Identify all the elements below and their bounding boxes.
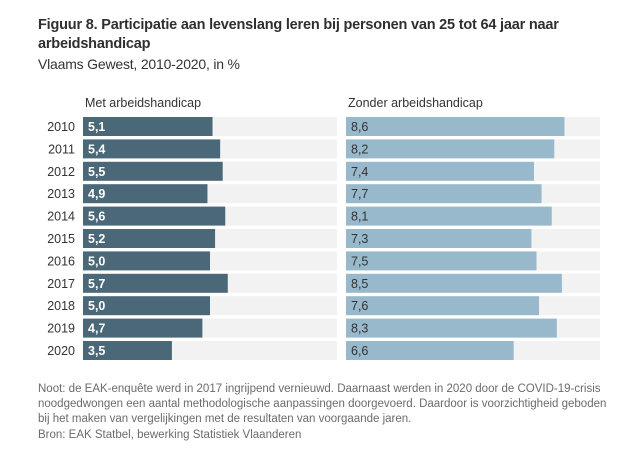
value-label-zonder: 8,1 bbox=[351, 210, 368, 224]
value-label-zonder: 7,6 bbox=[351, 299, 368, 313]
year-label: 2019 bbox=[47, 322, 75, 336]
year-label: 2014 bbox=[47, 210, 75, 224]
value-label-zonder: 7,5 bbox=[351, 254, 368, 268]
value-label-zonder: 8,2 bbox=[351, 142, 368, 156]
value-label-met: 5,6 bbox=[88, 210, 105, 224]
value-label-zonder: 8,6 bbox=[351, 120, 368, 134]
bar-zonder-2010 bbox=[346, 117, 565, 136]
bar-met-2020 bbox=[83, 341, 172, 360]
value-label-met: 5,4 bbox=[88, 142, 105, 156]
value-label-met: 5,1 bbox=[88, 120, 105, 134]
panel-title-met: Met arbeidshandicap bbox=[85, 96, 202, 110]
year-label: 2013 bbox=[47, 187, 75, 201]
bar-zonder-2020 bbox=[346, 341, 514, 360]
bar-met-2016 bbox=[83, 251, 210, 271]
bar-zonder-2014 bbox=[346, 206, 552, 226]
bar-zonder-2013 bbox=[346, 184, 542, 204]
bar-met-2014 bbox=[83, 206, 226, 226]
chart-source: Bron: EAK Statbel, bewerking Statistiek … bbox=[38, 429, 302, 441]
chart-note: Noot: de EAK-enquête werd in 2017 ingrij… bbox=[38, 383, 607, 425]
value-label-met: 4,7 bbox=[88, 322, 105, 336]
value-label-met: 5,2 bbox=[88, 232, 105, 246]
year-label: 2011 bbox=[48, 142, 75, 156]
bar-met-2019 bbox=[83, 318, 203, 338]
bar-met-2011 bbox=[83, 139, 221, 159]
value-label-zonder: 7,4 bbox=[351, 165, 368, 179]
bar-met-2018 bbox=[83, 296, 210, 316]
bar-zonder-2015 bbox=[346, 229, 532, 248]
bar-zonder-2017 bbox=[346, 273, 562, 293]
bar-met-2012 bbox=[83, 161, 223, 181]
year-label: 2010 bbox=[47, 120, 75, 134]
value-label-met: 3,5 bbox=[88, 344, 105, 358]
year-label: 2020 bbox=[47, 344, 75, 358]
bar-met-2010 bbox=[83, 117, 213, 136]
year-label: 2016 bbox=[47, 254, 75, 268]
value-label-zonder: 8,5 bbox=[351, 277, 368, 291]
value-label-zonder: 6,6 bbox=[351, 344, 368, 358]
value-label-met: 5,0 bbox=[88, 254, 105, 268]
bar-zonder-2018 bbox=[346, 296, 540, 316]
panel-title-zonder: Zonder arbeidshandicap bbox=[348, 96, 483, 110]
value-label-met: 4,9 bbox=[88, 187, 105, 201]
bar-met-2015 bbox=[83, 229, 216, 248]
year-label: 2015 bbox=[47, 232, 75, 246]
bar-met-2013 bbox=[83, 184, 208, 204]
year-label: 2018 bbox=[47, 299, 75, 313]
chart-title: Figuur 8. Participatie aan levenslang le… bbox=[38, 17, 559, 52]
chart-subtitle: Vlaams Gewest, 2010-2020, in % bbox=[38, 56, 240, 72]
bar-met-2017 bbox=[83, 273, 228, 293]
bar-zonder-2012 bbox=[346, 161, 534, 181]
bar-zonder-2019 bbox=[346, 318, 557, 338]
value-label-zonder: 8,3 bbox=[351, 322, 368, 336]
year-label: 2012 bbox=[47, 165, 75, 179]
value-label-zonder: 7,7 bbox=[351, 187, 368, 201]
value-label-met: 5,7 bbox=[88, 277, 105, 291]
value-label-met: 5,0 bbox=[88, 299, 105, 313]
value-label-zonder: 7,3 bbox=[351, 232, 368, 246]
value-label-met: 5,5 bbox=[88, 165, 105, 179]
year-label: 2017 bbox=[47, 277, 75, 291]
bar-zonder-2016 bbox=[346, 251, 537, 271]
bar-zonder-2011 bbox=[346, 139, 555, 159]
